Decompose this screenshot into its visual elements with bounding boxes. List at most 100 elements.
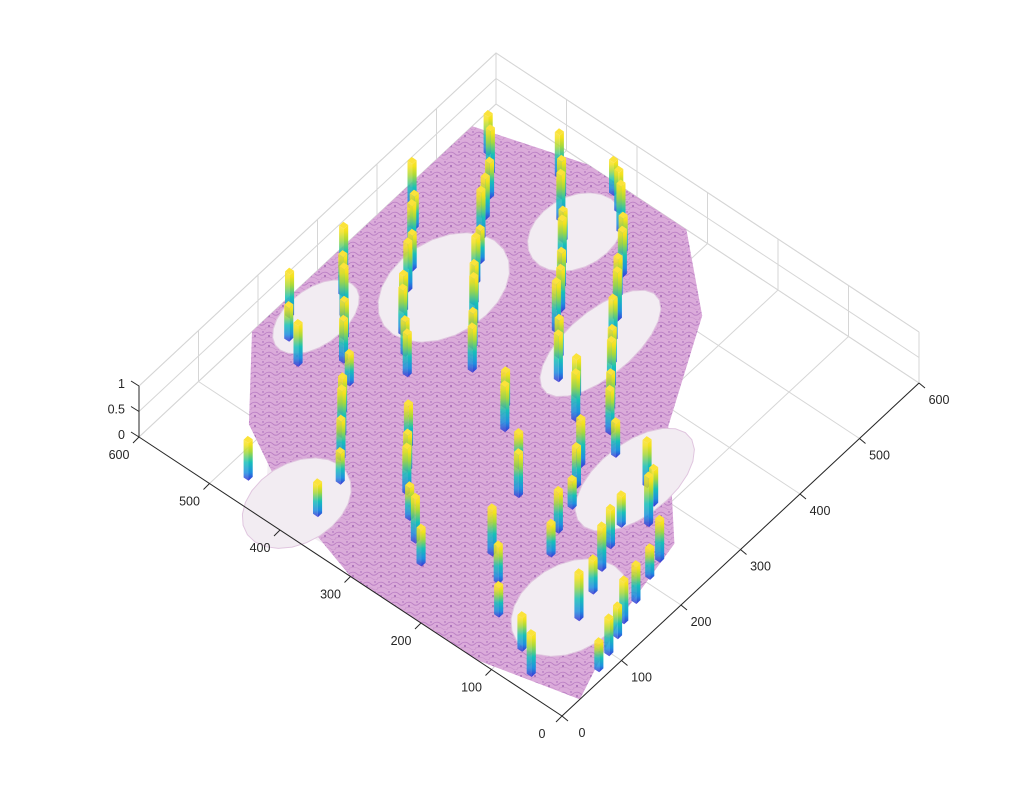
peak-face — [571, 372, 577, 423]
peak-face — [499, 584, 504, 618]
peak-top — [607, 323, 617, 331]
peak-top — [339, 314, 349, 322]
peak-top — [554, 128, 564, 136]
peak-face — [410, 496, 416, 544]
peak-top — [597, 521, 607, 529]
y-tick-label: 300 — [320, 588, 341, 602]
surface-peak — [597, 521, 607, 572]
peak-top — [402, 442, 412, 450]
peak-top — [338, 372, 348, 380]
peak-face — [402, 332, 408, 378]
peak-top — [553, 329, 563, 337]
peak-face — [644, 475, 649, 528]
tissue-region — [248, 126, 703, 700]
peak-face — [517, 615, 523, 652]
peak-face — [567, 478, 573, 510]
peak-top — [631, 560, 641, 568]
peak-top — [485, 156, 495, 164]
x-tick-mark — [680, 604, 688, 611]
peak-top — [339, 295, 349, 303]
peak-face — [649, 474, 654, 528]
peak-top — [344, 348, 354, 356]
surface-peak — [526, 629, 536, 677]
peak-top — [339, 262, 349, 270]
peak-top — [338, 250, 348, 258]
peak-face — [576, 371, 581, 423]
peak-top — [551, 277, 561, 285]
peak-face — [602, 524, 607, 572]
peak-face — [412, 232, 417, 272]
peak-face — [624, 578, 629, 625]
peak-top — [557, 154, 567, 162]
surface-peak — [604, 613, 614, 657]
peak-top — [475, 224, 485, 232]
surface-peaks — [243, 110, 665, 677]
peak-top — [556, 168, 566, 176]
x-tick-label: 200 — [691, 615, 712, 629]
peak-face — [416, 527, 422, 567]
peak-top — [243, 435, 253, 444]
peak-top — [485, 124, 495, 132]
peak-top — [571, 368, 581, 376]
peak-face — [631, 564, 637, 604]
peak-face — [593, 557, 598, 595]
peak-top — [339, 221, 349, 229]
peak-face — [558, 332, 563, 383]
surface-peak — [644, 471, 654, 528]
peak-face — [660, 518, 665, 563]
peak-top — [335, 447, 345, 455]
surface-peak — [513, 448, 523, 499]
peak-top — [405, 481, 415, 489]
peak-face — [609, 159, 614, 196]
peak-top — [398, 283, 408, 291]
lumen-region — [539, 289, 662, 398]
peak-top — [471, 232, 481, 240]
peak-top — [556, 246, 566, 254]
peak-face — [289, 304, 294, 342]
surface-peak — [546, 518, 556, 558]
z-tick-mark — [130, 431, 140, 438]
peak-top — [558, 205, 568, 213]
peak-top — [407, 228, 417, 236]
peak-face — [522, 614, 527, 652]
peak-face — [487, 507, 493, 557]
peak-top — [409, 189, 419, 197]
peak-top — [645, 543, 655, 551]
y-tick-label: 400 — [250, 541, 271, 555]
peak-face — [636, 563, 641, 604]
surface-peak — [611, 417, 621, 458]
peak-top — [467, 322, 477, 330]
z-tick-label: 0 — [118, 428, 125, 442]
peak-top — [642, 436, 652, 444]
peak-face — [339, 318, 344, 364]
surface-peak — [619, 575, 629, 625]
peak-top — [574, 568, 584, 576]
peak-face — [500, 384, 506, 433]
peak-face — [650, 546, 655, 580]
z-tick-mark — [130, 406, 140, 412]
surface-peak — [500, 380, 510, 433]
surface-peak — [567, 474, 577, 510]
peak-top — [588, 554, 598, 562]
peak-face — [472, 325, 477, 373]
peak-top — [556, 263, 566, 271]
surface-peak — [313, 478, 323, 518]
peak-top — [402, 328, 412, 336]
peak-top — [494, 580, 504, 588]
surface-peak — [588, 554, 598, 595]
peak-top — [513, 448, 523, 456]
x-tick-label: 500 — [869, 449, 890, 463]
peak-face — [317, 481, 323, 518]
x-tick-label: 300 — [750, 560, 771, 574]
peak-face — [588, 558, 594, 595]
peak-face — [655, 518, 661, 563]
peak-top — [655, 514, 665, 522]
y-tick-label: 100 — [461, 681, 482, 695]
peak-top — [609, 155, 619, 163]
peak-top — [644, 471, 654, 479]
peak-top — [514, 428, 524, 436]
x-tick-mark — [859, 438, 866, 444]
y-tick-label: 500 — [179, 495, 200, 509]
surface-peak — [655, 514, 665, 563]
peak-face — [518, 451, 523, 499]
